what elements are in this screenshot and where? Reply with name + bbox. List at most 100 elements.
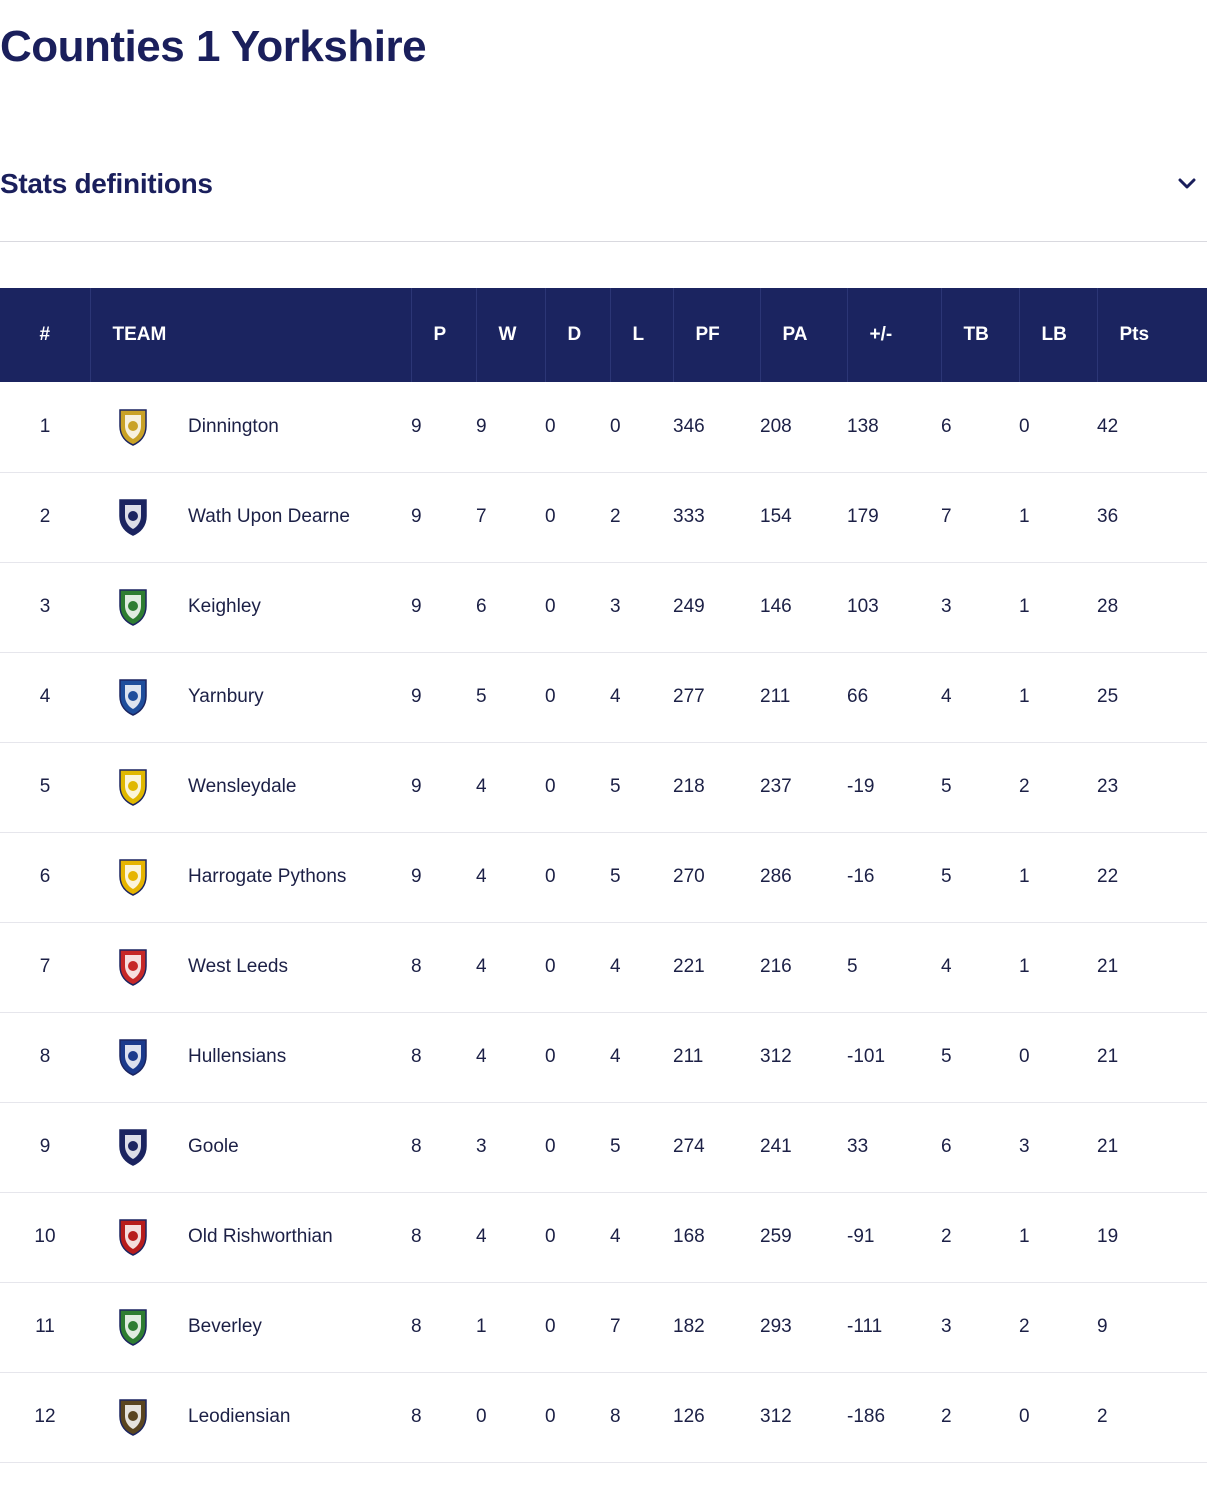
lost-cell: 4 <box>610 1226 621 1247</box>
points-against-cell: 237 <box>760 776 792 797</box>
team-name[interactable]: Harrogate Pythons <box>188 866 347 887</box>
points-difference-cell: -19 <box>847 776 875 797</box>
won-cell: 4 <box>476 866 487 887</box>
played-cell: 8 <box>411 1316 422 1337</box>
team-name[interactable]: Wensleydale <box>188 776 297 797</box>
col-header-lost: L <box>609 288 673 382</box>
lost-cell: 5 <box>610 866 621 887</box>
table-row[interactable]: 2 Wath Upon Dearne 9 7 0 2 333 154 179 7 1 36 <box>0 472 1207 562</box>
stats-definitions-toggle[interactable]: Stats definitions <box>0 152 1207 242</box>
league-points-cell: 21 <box>1097 1046 1119 1067</box>
points-difference-cell: 66 <box>847 686 869 707</box>
team-cell[interactable]: Keighley <box>90 562 411 652</box>
drawn-cell: 0 <box>545 415 556 437</box>
lost-cell: 3 <box>610 596 621 617</box>
drawn-cell: 0 <box>545 1226 556 1247</box>
points-for-cell: 168 <box>673 1226 705 1247</box>
points-against-cell: 154 <box>760 506 792 527</box>
points-difference-cell: 138 <box>847 415 879 437</box>
points-for-cell: 274 <box>673 1136 705 1157</box>
rank-cell: 1 <box>39 415 51 437</box>
rank-cell: 6 <box>39 866 51 887</box>
old-rishworthian-crest-icon <box>110 1214 156 1260</box>
won-cell: 4 <box>476 1046 487 1067</box>
table-row[interactable]: 7 West Leeds 8 4 0 4 221 216 5 4 1 21 <box>0 922 1207 1012</box>
rank-cell: 5 <box>39 776 51 797</box>
try-bonus-cell: 3 <box>941 596 952 617</box>
team-name[interactable]: West Leeds <box>188 956 288 977</box>
try-bonus-cell: 5 <box>941 1046 952 1067</box>
losing-bonus-cell: 2 <box>1019 776 1030 797</box>
wensleydale-crest-icon <box>110 764 156 810</box>
table-row[interactable]: 9 Goole 8 3 0 5 274 241 33 6 3 21 <box>0 1102 1207 1192</box>
team-cell[interactable]: Leodiensian <box>90 1372 411 1462</box>
team-name[interactable]: Old Rishworthian <box>188 1226 333 1247</box>
col-header-team: TEAM <box>89 288 411 382</box>
league-points-cell: 19 <box>1097 1226 1119 1247</box>
league-points-cell: 25 <box>1097 686 1119 707</box>
lost-cell: 4 <box>610 686 621 707</box>
points-against-cell: 216 <box>760 956 792 977</box>
losing-bonus-cell: 3 <box>1019 1136 1030 1157</box>
won-cell: 5 <box>476 686 487 707</box>
team-cell[interactable]: Goole <box>90 1102 411 1192</box>
team-cell[interactable]: Old Rishworthian <box>90 1192 411 1282</box>
table-row[interactable]: 6 Harrogate Pythons 9 4 0 5 270 286 -16 5 1 22 <box>0 832 1207 922</box>
rank-cell: 2 <box>39 506 51 527</box>
losing-bonus-cell: 2 <box>1019 1316 1030 1337</box>
played-cell: 9 <box>411 506 422 527</box>
team-name[interactable]: Beverley <box>188 1316 262 1337</box>
table-row[interactable]: 8 Hullensians 8 4 0 4 211 312 -101 5 0 21 <box>0 1012 1207 1102</box>
col-header-won: W <box>475 288 545 382</box>
team-name[interactable]: Goole <box>188 1136 239 1157</box>
points-against-cell: 312 <box>760 1046 792 1067</box>
table-row[interactable]: 10 Old Rishworthian 8 4 0 4 168 259 -91 2 1 19 <box>0 1192 1207 1282</box>
chevron-down-icon[interactable] <box>1178 178 1196 190</box>
team-name[interactable]: Dinnington <box>188 415 279 437</box>
league-points-cell: 21 <box>1097 956 1119 977</box>
points-difference-cell: 179 <box>847 506 879 527</box>
table-row[interactable]: 12 Leodiensian 8 0 0 8 126 312 -186 2 0 2 <box>0 1372 1207 1462</box>
drawn-cell: 0 <box>545 596 556 617</box>
rank-cell: 3 <box>39 596 51 617</box>
col-header-try-bonus: TB <box>940 288 1019 382</box>
table-row[interactable]: 5 Wensleydale 9 4 0 5 218 237 -19 5 2 23 <box>0 742 1207 832</box>
table-row[interactable]: 4 Yarnbury 9 5 0 4 277 211 66 4 1 25 <box>0 652 1207 742</box>
won-cell: 7 <box>476 506 487 527</box>
points-against-cell: 312 <box>760 1406 792 1427</box>
team-cell[interactable]: Harrogate Pythons <box>90 832 411 922</box>
points-for-cell: 182 <box>673 1316 705 1337</box>
team-cell[interactable]: Yarnbury <box>90 652 411 742</box>
table-row[interactable]: 1 Dinnington 9 9 0 0 346 208 138 6 0 42 <box>0 382 1207 472</box>
points-difference-cell: -101 <box>847 1046 886 1067</box>
table-row[interactable]: 3 Keighley 9 6 0 3 249 146 103 3 1 28 <box>0 562 1207 652</box>
team-name[interactable]: Leodiensian <box>188 1406 291 1427</box>
played-cell: 8 <box>411 956 422 977</box>
rank-cell: 4 <box>39 686 51 707</box>
team-cell[interactable]: Wath Upon Dearne <box>90 472 411 562</box>
team-name[interactable]: Yarnbury <box>188 686 264 707</box>
points-difference-cell: 103 <box>847 596 879 617</box>
played-cell: 8 <box>411 1136 422 1157</box>
lost-cell: 2 <box>610 506 621 527</box>
try-bonus-cell: 5 <box>941 866 952 887</box>
team-cell[interactable]: West Leeds <box>90 922 411 1012</box>
team-cell[interactable]: Wensleydale <box>90 742 411 832</box>
team-name[interactable]: Wath Upon Dearne <box>188 506 350 527</box>
team-cell[interactable]: Dinnington <box>90 382 411 472</box>
col-header-played: P <box>410 288 476 382</box>
try-bonus-cell: 6 <box>941 1136 952 1157</box>
yarnbury-crest-icon <box>110 674 156 720</box>
table-row[interactable]: 11 Beverley 8 1 0 7 182 293 -111 3 2 9 <box>0 1282 1207 1372</box>
team-name[interactable]: Keighley <box>188 596 261 617</box>
lost-cell: 5 <box>610 1136 621 1157</box>
team-cell[interactable]: Beverley <box>90 1282 411 1372</box>
leodiensian-crest-icon <box>110 1394 156 1440</box>
rank-cell: 8 <box>39 1046 51 1067</box>
team-cell[interactable]: Hullensians <box>90 1012 411 1102</box>
goole-crest-icon <box>110 1124 156 1170</box>
drawn-cell: 0 <box>545 1406 556 1427</box>
col-header-points-difference: +/- <box>846 288 941 382</box>
team-name[interactable]: Hullensians <box>188 1046 287 1067</box>
drawn-cell: 0 <box>545 776 556 797</box>
